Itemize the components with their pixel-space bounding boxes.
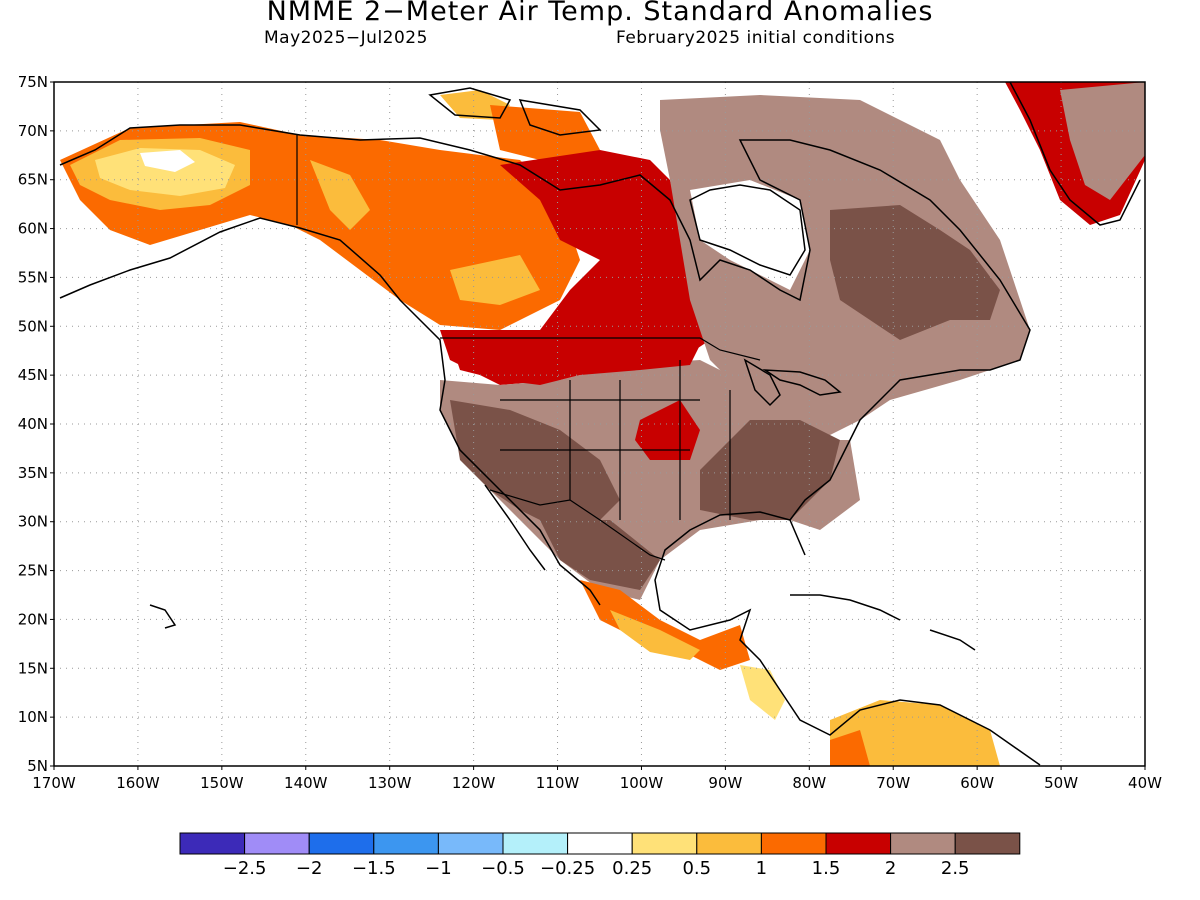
region-arctic-1.5 bbox=[490, 105, 600, 165]
legend-swatch bbox=[437, 832, 504, 855]
borders bbox=[296, 135, 761, 561]
lat-label: 45N bbox=[18, 366, 48, 384]
region-s-mexico-1 bbox=[610, 610, 700, 660]
lat-label: 70N bbox=[18, 122, 48, 140]
lat-label: 55N bbox=[18, 268, 48, 286]
region-nw-us-2 bbox=[450, 335, 700, 385]
region-mexico-3 bbox=[540, 520, 660, 590]
legend-label: 1 bbox=[756, 858, 767, 879]
axis-ticks bbox=[50, 81, 1146, 770]
lon-label: 130W bbox=[368, 774, 412, 792]
region-plains-2 bbox=[635, 400, 700, 460]
region-alaska-0.5 bbox=[95, 148, 235, 196]
map-title: NMME 2−Meter Air Temp. Standard Anomalie… bbox=[266, 0, 934, 27]
region-bc-1 bbox=[450, 255, 540, 305]
coastlines bbox=[59, 82, 1141, 766]
legend-label: 1.5 bbox=[812, 858, 841, 879]
latitude-labels: 75N 70N 65N 60N 55N 50N 45N 40N 35N 30N 25N 20N 15N 1… bbox=[18, 73, 48, 775]
lat-label: 5N bbox=[27, 757, 48, 775]
legend-label: −0.5 bbox=[481, 858, 525, 879]
lat-label: 35N bbox=[18, 464, 48, 482]
lat-label: 25N bbox=[18, 562, 48, 580]
legend-swatch bbox=[825, 832, 892, 855]
region-sw-us-3 bbox=[450, 400, 620, 530]
legend-label: 2.5 bbox=[941, 858, 970, 879]
lon-label: 100W bbox=[620, 774, 664, 792]
lon-label: 140W bbox=[284, 774, 328, 792]
lon-label: 170W bbox=[32, 774, 76, 792]
graticule bbox=[54, 82, 1145, 766]
lat-label: 10N bbox=[18, 708, 48, 726]
lat-label: 30N bbox=[18, 513, 48, 531]
lat-label: 20N bbox=[18, 610, 48, 628]
legend-swatch bbox=[179, 832, 246, 855]
lon-label: 70W bbox=[876, 774, 910, 792]
legend-label: −0.25 bbox=[540, 858, 595, 879]
lon-label: 90W bbox=[708, 774, 742, 792]
region-greenland-2.5 bbox=[1060, 82, 1145, 200]
lat-label: 65N bbox=[18, 171, 48, 189]
legend-swatch bbox=[631, 832, 698, 855]
legend-label: −1.5 bbox=[352, 858, 396, 879]
lon-label: 40W bbox=[1128, 774, 1162, 792]
legend-swatch bbox=[760, 832, 827, 855]
lat-label: 50N bbox=[18, 317, 48, 335]
lon-label: 80W bbox=[792, 774, 826, 792]
lon-label: 110W bbox=[536, 774, 580, 792]
lon-label: 120W bbox=[452, 774, 496, 792]
region-alaska-white bbox=[140, 150, 195, 172]
lon-label: 60W bbox=[960, 774, 994, 792]
lon-label: 50W bbox=[1044, 774, 1078, 792]
legend-swatch bbox=[696, 832, 762, 855]
region-se-us-3 bbox=[700, 420, 840, 520]
region-yukon-1 bbox=[310, 160, 370, 230]
legend-label: 0.5 bbox=[682, 858, 711, 879]
legend-swatch bbox=[567, 832, 633, 855]
legend-swatch bbox=[954, 832, 1021, 855]
legend-swatch bbox=[244, 832, 310, 855]
legend-label: 2 bbox=[885, 858, 896, 879]
legend-swatch bbox=[890, 832, 956, 855]
region-s-america-1.5 bbox=[830, 730, 870, 766]
lon-label: 150W bbox=[200, 774, 244, 792]
legend-label: −2 bbox=[296, 858, 323, 879]
region-s-mexico-1.5 bbox=[580, 580, 750, 670]
initial-conditions: February2025 initial conditions bbox=[616, 28, 896, 48]
region-s-america-1 bbox=[830, 700, 1000, 766]
lat-label: 60N bbox=[18, 220, 48, 238]
legend-swatch bbox=[308, 832, 375, 855]
legend-label: 0.25 bbox=[612, 858, 652, 879]
region-c-america-0.5 bbox=[740, 665, 785, 720]
longitude-labels: 170W 160W 150W 140W 130W 120W 110W 100W 90W 80W 70… bbox=[32, 774, 1162, 792]
forecast-period: May2025−Jul2025 bbox=[264, 28, 428, 48]
legend-label: −2.5 bbox=[223, 858, 267, 879]
legend-swatch bbox=[373, 832, 439, 855]
region-quebec-3 bbox=[830, 205, 1000, 340]
legend-swatch bbox=[502, 832, 569, 855]
lat-label: 40N bbox=[18, 415, 48, 433]
lat-label: 15N bbox=[18, 659, 48, 677]
lon-label: 160W bbox=[116, 774, 160, 792]
lat-label: 75N bbox=[18, 73, 48, 91]
legend-label: −1 bbox=[425, 858, 452, 879]
region-hudson-bay bbox=[690, 180, 810, 290]
